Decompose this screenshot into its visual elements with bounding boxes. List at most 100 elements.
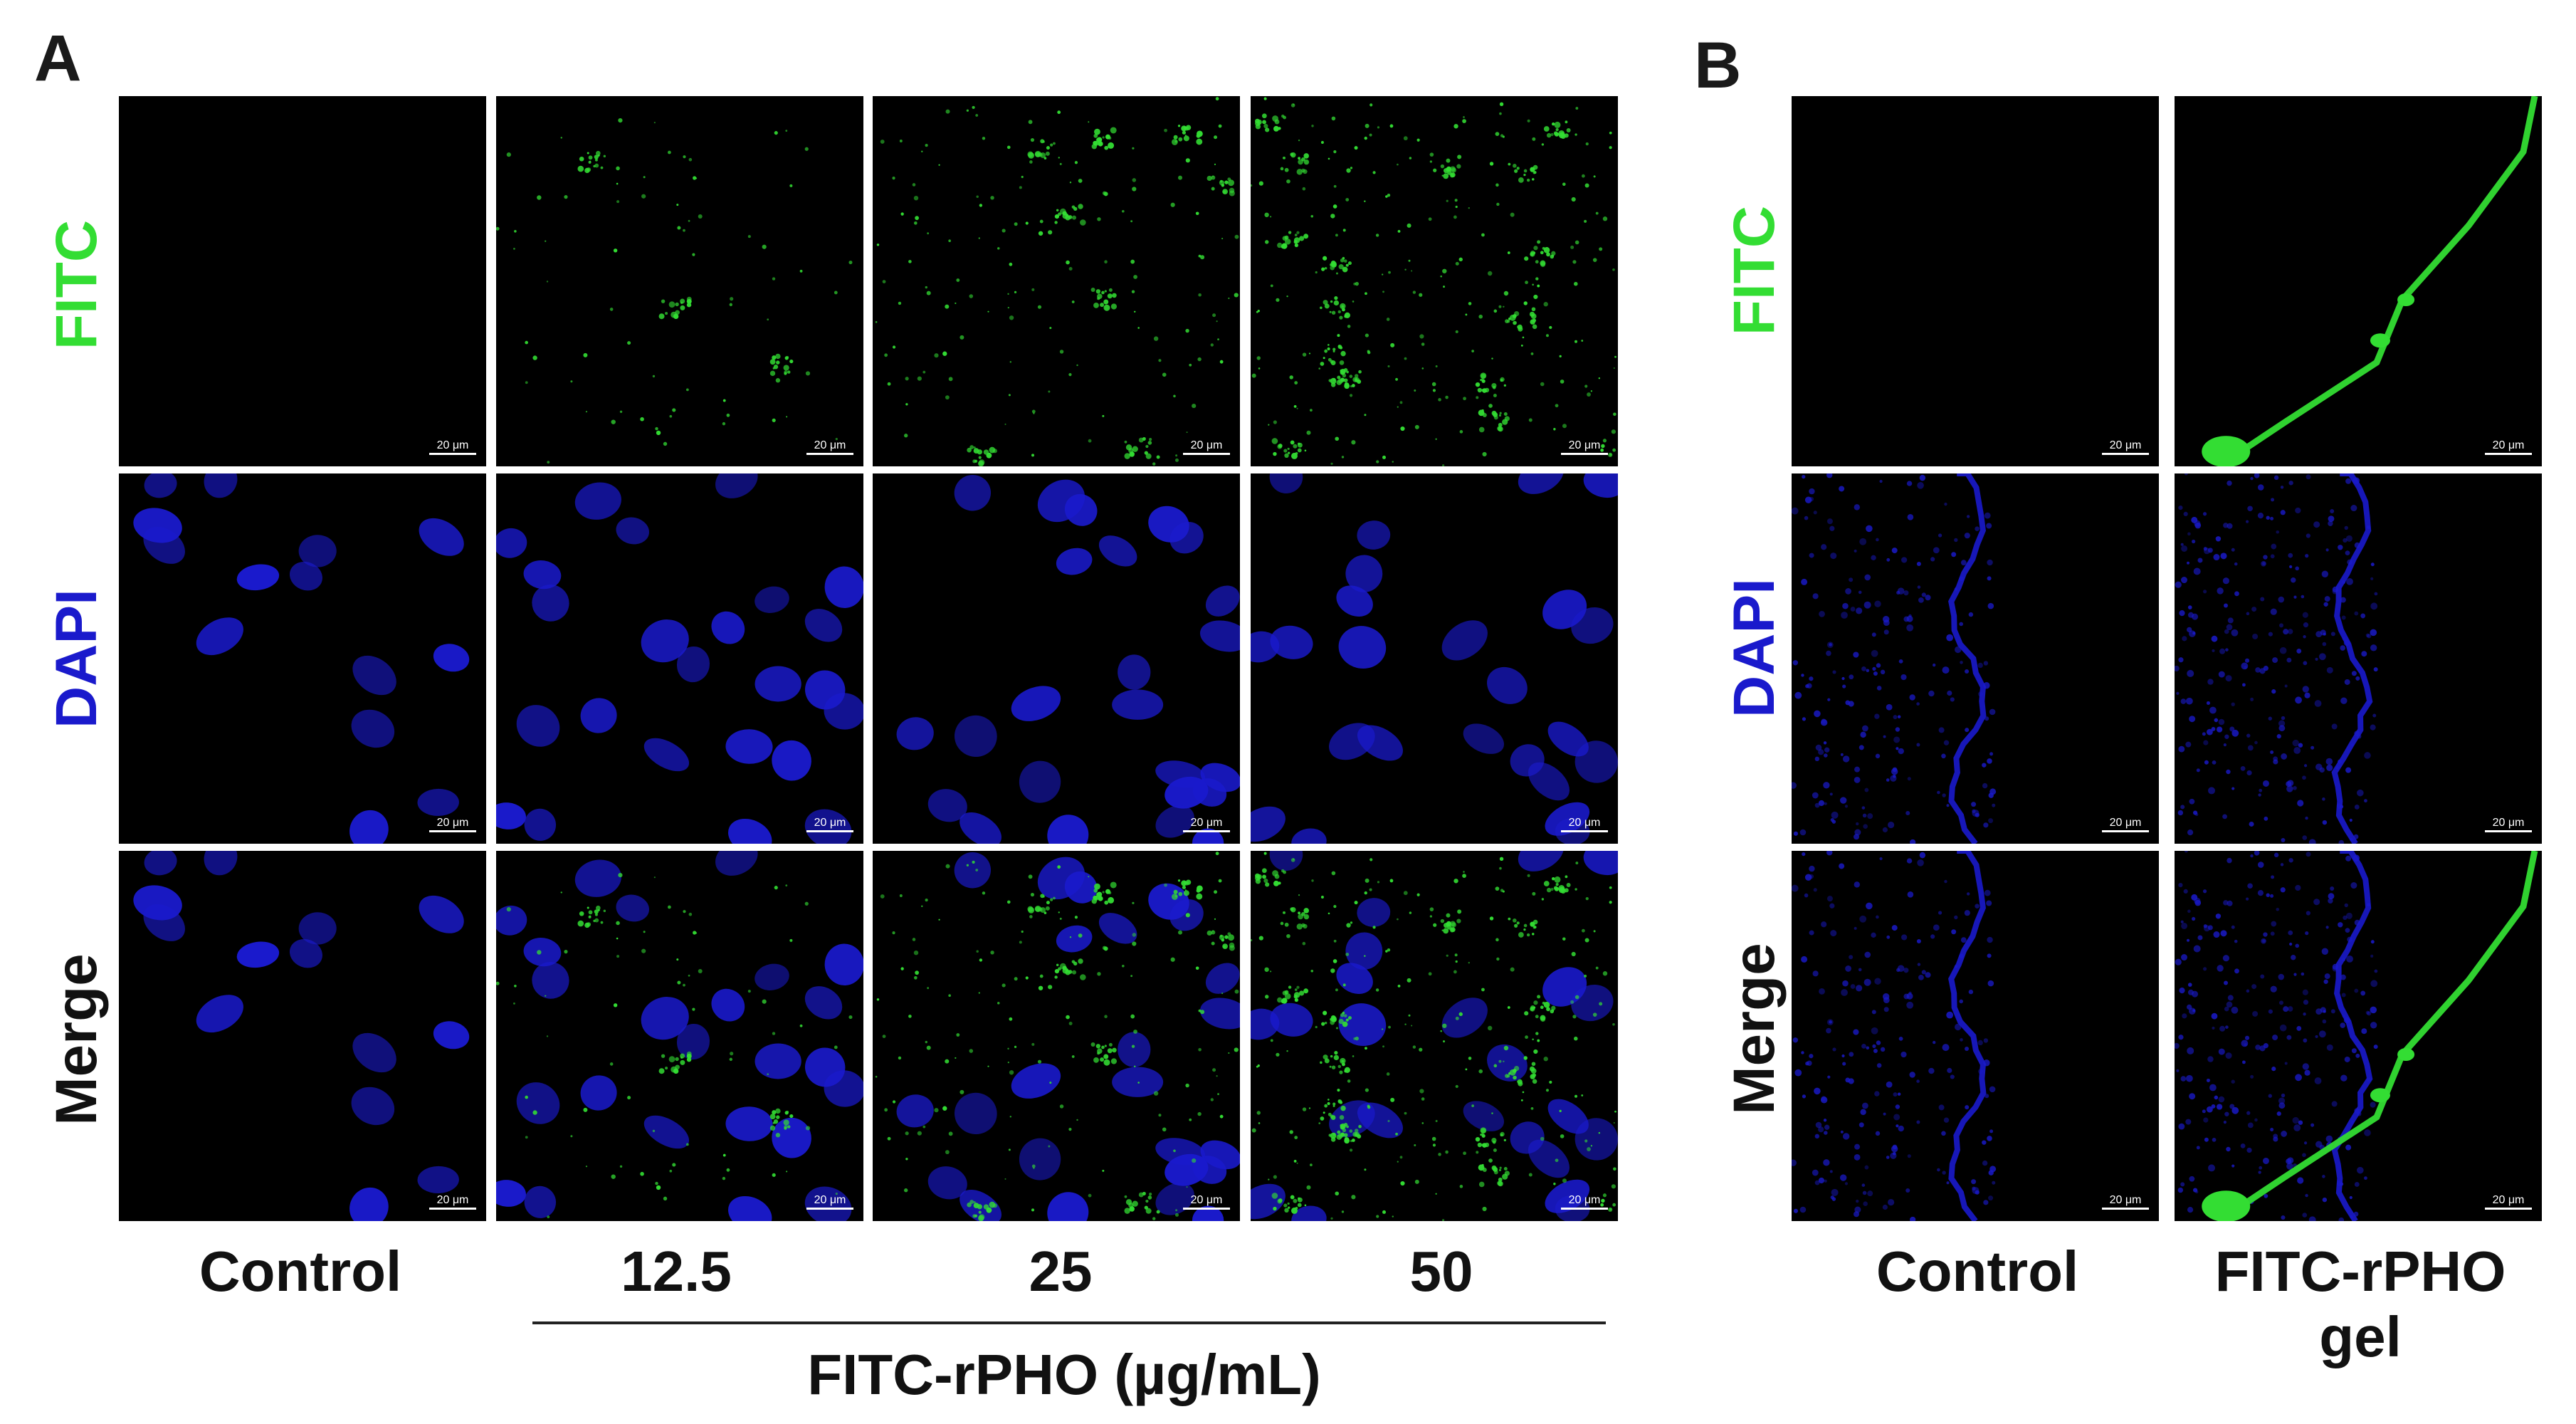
scale-bar-line (1561, 453, 1608, 455)
tile-a-r3-c3: 20 μm (873, 851, 1240, 1221)
tile-a-r1-c3-image (875, 97, 1239, 466)
scale-bar-label: 20 μm (436, 817, 469, 829)
scale-bar-label: 20 μm (1568, 439, 1601, 451)
col-label-control-a: Control (199, 1240, 402, 1303)
tile-b-r1-c1-image (1792, 96, 2159, 466)
scale-bar: 20 μm (1561, 1195, 1608, 1210)
scale-bar-label: 20 μm (814, 1194, 846, 1206)
tile-a-r1-c4-image (1251, 97, 1616, 466)
tile-b-r2-c2: 20 μm (2175, 473, 2542, 844)
scale-bar-line (1561, 1208, 1608, 1210)
scale-bar: 20 μm (806, 817, 853, 832)
tile-a-r3-c1: 20 μm (119, 851, 486, 1221)
scale-bar-label: 20 μm (814, 439, 846, 451)
col-label-gel-line: gel (2319, 1305, 2402, 1368)
col-label-fitc-rpho-gel: FITC-rPHO gel (2215, 1239, 2506, 1370)
scale-bar: 20 μm (429, 1195, 476, 1210)
tile-a-r3-c2-image (496, 851, 863, 1221)
scale-bar-line (2102, 453, 2149, 455)
tile-a-r1-c1: 20 μm (119, 96, 486, 466)
tile-b-r1-c2-image (2202, 96, 2538, 466)
scale-bar: 20 μm (806, 1195, 853, 1210)
tile-a-r2-c1-image (133, 473, 470, 844)
tile-b-r3-c1-image (1792, 851, 1997, 1221)
scale-bar-line (429, 453, 476, 455)
scale-bar-label: 20 μm (1190, 439, 1223, 451)
col-label-fitc-rpho-line: FITC-rPHO (2214, 1240, 2506, 1303)
scale-bar-label: 20 μm (1568, 1194, 1601, 1206)
row-label-dapi-b: DAPI (1722, 578, 1787, 718)
scale-bar-line (806, 830, 853, 832)
tile-a-r1-c2: 20 μm (496, 96, 863, 466)
scale-bar-label: 20 μm (436, 439, 469, 451)
scale-bar-line (806, 453, 853, 455)
tile-a-r2-c4-image (1251, 473, 1618, 844)
scale-bar-line (1183, 453, 1230, 455)
tile-a-r1-c1-image (119, 96, 486, 466)
scale-bar: 20 μm (2485, 1195, 2532, 1210)
row-label-fitc-b: FITC (1722, 205, 1787, 336)
tile-b-r3-c1: 20 μm (1792, 851, 2159, 1221)
scale-bar-label: 20 μm (2492, 817, 2525, 829)
row-label-merge-a: Merge (44, 953, 109, 1126)
scale-bar-label: 20 μm (2492, 439, 2525, 451)
tile-a-r3-c4: 20 μm (1251, 851, 1618, 1221)
group-bracket-line (532, 1321, 1606, 1324)
scale-bar: 20 μm (2485, 817, 2532, 832)
tile-a-r3-c2: 20 μm (496, 851, 863, 1221)
scale-bar-line (2485, 1208, 2532, 1210)
tile-a-r2-c3: 20 μm (873, 473, 1240, 844)
tile-a-r2-c4: 20 μm (1251, 473, 1618, 844)
scale-bar: 20 μm (2485, 440, 2532, 455)
tile-b-r1-c2: 20 μm (2175, 96, 2542, 466)
tile-a-r1-c2-image (496, 117, 853, 464)
row-label-merge-b: Merge (1722, 943, 1787, 1115)
scale-bar: 20 μm (1561, 440, 1608, 455)
scale-bar: 20 μm (429, 817, 476, 832)
scale-bar-line (806, 1208, 853, 1210)
tile-b-r2-c2-image (2175, 473, 2378, 844)
scale-bar-line (429, 830, 476, 832)
scale-bar: 20 μm (1561, 817, 1608, 832)
tile-a-r2-c1: 20 μm (119, 473, 486, 844)
scale-bar-line (1183, 830, 1230, 832)
tile-a-r3-c4-image (1251, 851, 1618, 1221)
tile-b-r3-c2-image (2175, 851, 2538, 1221)
tile-a-r1-c3: 20 μm (873, 96, 1240, 466)
col-label-control-b: Control (1876, 1240, 2079, 1303)
tile-b-r1-c1: 20 μm (1792, 96, 2159, 466)
scale-bar: 20 μm (429, 440, 476, 455)
scale-bar-line (1183, 1208, 1230, 1210)
scale-bar-line (2102, 1208, 2149, 1210)
scale-bar: 20 μm (806, 440, 853, 455)
scale-bar-line (429, 1208, 476, 1210)
tile-b-r2-c1-image (1792, 473, 1997, 844)
scale-bar-label: 20 μm (1190, 817, 1223, 829)
scale-bar: 20 μm (2102, 817, 2149, 832)
tile-a-r3-c1-image (133, 851, 470, 1221)
tile-a-r2-c2: 20 μm (496, 473, 863, 844)
scale-bar-line (2102, 830, 2149, 832)
scale-bar-label: 20 μm (2109, 439, 2142, 451)
scale-bar-label: 20 μm (2109, 1194, 2142, 1206)
scale-bar: 20 μm (2102, 440, 2149, 455)
scale-bar: 20 μm (1183, 440, 1230, 455)
scale-bar-line (2485, 830, 2532, 832)
scale-bar-line (1561, 830, 1608, 832)
col-label-12-5: 12.5 (621, 1240, 732, 1303)
tile-b-r3-c2: 20 μm (2175, 851, 2542, 1221)
scale-bar-label: 20 μm (2492, 1194, 2525, 1206)
scale-bar-label: 20 μm (814, 817, 846, 829)
panel-a-letter: A (34, 22, 82, 95)
scale-bar: 20 μm (2102, 1195, 2149, 1210)
tile-b-r2-c1: 20 μm (1792, 473, 2159, 844)
scale-bar: 20 μm (1183, 1195, 1230, 1210)
tile-a-r1-c4: 20 μm (1251, 96, 1618, 466)
row-label-dapi-a: DAPI (44, 589, 109, 728)
scale-bar: 20 μm (1183, 817, 1230, 832)
col-label-50: 50 (1409, 1240, 1473, 1303)
tile-a-r2-c3-image (896, 474, 1240, 844)
tile-a-r3-c3-image (875, 852, 1240, 1221)
scale-bar-line (2485, 453, 2532, 455)
scale-bar-label: 20 μm (2109, 817, 2142, 829)
